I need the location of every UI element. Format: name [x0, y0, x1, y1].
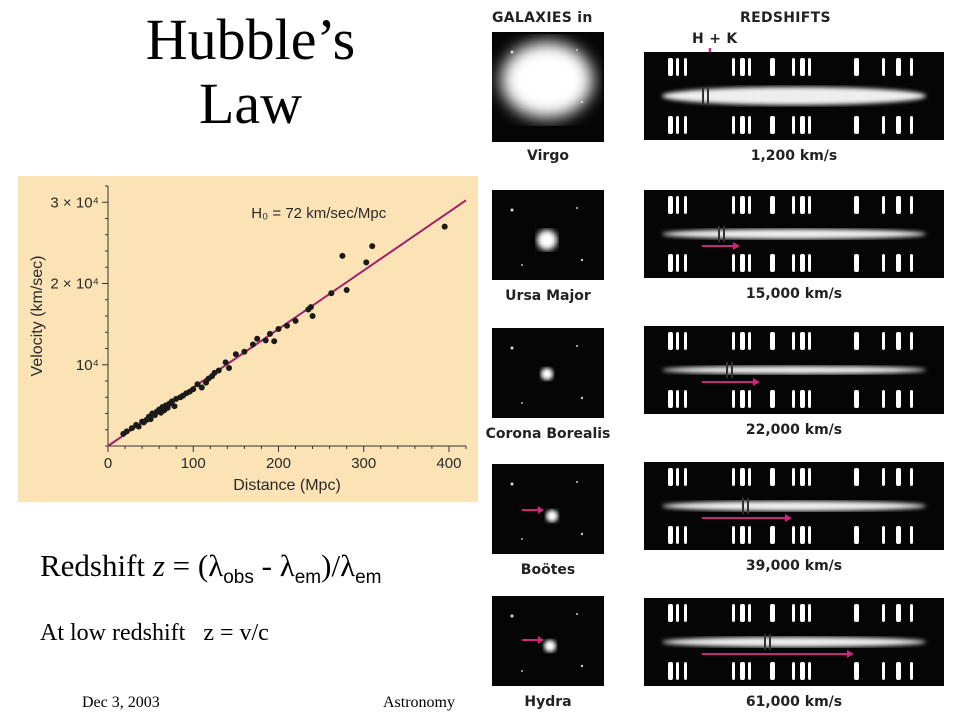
data-point	[262, 337, 269, 344]
data-point	[241, 348, 248, 355]
data-point	[232, 351, 239, 358]
x-tick-label: 100	[181, 455, 206, 472]
data-point	[215, 367, 222, 374]
galaxy-glow	[501, 42, 593, 118]
title-line-1: Hubble’s	[145, 7, 356, 72]
title-line-2: Law	[198, 71, 303, 136]
data-point	[292, 317, 299, 324]
data-point	[190, 386, 197, 393]
formula-minus: -	[253, 548, 280, 583]
galaxy-name: Corona Borealis	[485, 426, 611, 442]
data-point	[226, 365, 233, 371]
spectrum-drawing	[662, 58, 926, 134]
formula-lambda-2: λ	[279, 548, 295, 583]
spectrum-image	[644, 326, 944, 414]
data-point	[271, 338, 278, 345]
hubble-constant-annotation: H₀ = 72 km/sec/Mpc	[251, 205, 387, 222]
formula-sub-obs: obs	[223, 567, 254, 589]
formula-lambda-1: λ	[208, 548, 224, 583]
formula-sub-em-1: em	[294, 567, 322, 589]
data-point	[328, 290, 335, 297]
galaxy-image	[492, 596, 604, 686]
x-axis-label: Distance (Mpc)	[233, 477, 341, 494]
data-point	[123, 428, 130, 435]
spectrum-image	[644, 190, 944, 278]
galaxy-glow	[510, 207, 584, 266]
y-tick-label: 3 × 10⁴	[50, 194, 99, 211]
formula-sub-em-2: em	[355, 567, 382, 589]
slide-title: Hubble’s Law	[118, 8, 383, 136]
galaxy-image	[492, 190, 604, 280]
spectrum-drawing	[662, 604, 926, 680]
galaxy-glow	[510, 345, 584, 404]
y-tick-label: 10⁴	[76, 357, 99, 374]
data-point	[363, 259, 370, 266]
galaxy-image	[492, 464, 604, 554]
x-tick-label: 0	[104, 455, 112, 472]
data-point	[339, 252, 346, 259]
hk-label: H + K	[692, 31, 738, 47]
data-point	[441, 223, 448, 230]
data-point	[275, 326, 282, 332]
x-tick-label: 400	[436, 455, 461, 472]
footer-course: Astronomy	[383, 694, 455, 711]
galaxy-name: Hydra	[524, 694, 572, 710]
data-point	[222, 359, 229, 366]
data-point	[266, 330, 273, 337]
velocity-label: 61,000 km/s	[745, 694, 843, 710]
galaxy-name: Boötes	[520, 562, 576, 578]
x-tick-label: 300	[351, 455, 376, 472]
spectrum-image	[644, 462, 944, 550]
formula-prefix: Redshift	[40, 548, 153, 583]
velocity-label: 15,000 km/s	[745, 286, 843, 302]
galaxy-spectra-figure: GALAXIES in REDSHIFTS H + K Virgo 1,200 k…	[478, 0, 960, 720]
galaxy-glow	[510, 481, 584, 540]
header-redshifts: REDSHIFTS	[740, 10, 831, 26]
x-tick-label: 200	[266, 455, 291, 472]
y-axis-label: Velocity (km/sec)	[29, 256, 46, 377]
data-point	[254, 335, 261, 342]
galaxy-glow	[510, 613, 584, 672]
velocity-label: 1,200 km/s	[750, 148, 838, 164]
data-point	[249, 341, 256, 348]
data-point	[307, 304, 314, 311]
galaxy-name: Virgo	[527, 148, 569, 164]
spectrum-image	[644, 598, 944, 686]
data-point	[135, 423, 142, 430]
low-redshift-note: At low redshift z = v/c	[40, 620, 269, 646]
data-point	[128, 425, 135, 432]
spectrum-drawing	[662, 468, 926, 544]
spectrum-image	[644, 52, 944, 140]
formula-z: z	[152, 548, 165, 583]
redshift-formula: Redshift z = (λobs - λem)/λem	[40, 548, 382, 589]
data-point	[369, 243, 376, 250]
galaxy-image	[492, 32, 604, 142]
spectrum-drawing	[662, 332, 926, 408]
galaxy-name: Ursa Major	[505, 288, 591, 304]
data-point	[194, 381, 201, 388]
velocity-label: 39,000 km/s	[745, 558, 843, 574]
data-point	[309, 313, 316, 319]
header-galaxies: GALAXIES in	[492, 10, 593, 26]
y-tick-label: 2 × 10⁴	[50, 276, 99, 293]
footer-date: Dec 3, 2003	[82, 694, 160, 711]
data-point	[198, 384, 205, 391]
data-point	[147, 416, 154, 423]
hubble-plot-svg: 0 100 200 300 400 10⁴ 2 × 10⁴ 3 × 10⁴ Distance (…	[29, 185, 467, 494]
data-point	[171, 403, 178, 410]
hubble-diagram: 0 100 200 300 400 10⁴ 2 × 10⁴ 3 × 10⁴ Distance (…	[18, 176, 478, 502]
galaxy-image	[492, 328, 604, 418]
formula-lambda-3: λ	[340, 548, 356, 583]
formula-close: )/	[321, 548, 341, 583]
velocity-label: 22,000 km/s	[745, 422, 843, 438]
data-point	[343, 287, 350, 293]
spectrum-drawing	[662, 196, 926, 272]
data-point	[284, 322, 290, 329]
formula-eq: = (	[164, 548, 209, 583]
